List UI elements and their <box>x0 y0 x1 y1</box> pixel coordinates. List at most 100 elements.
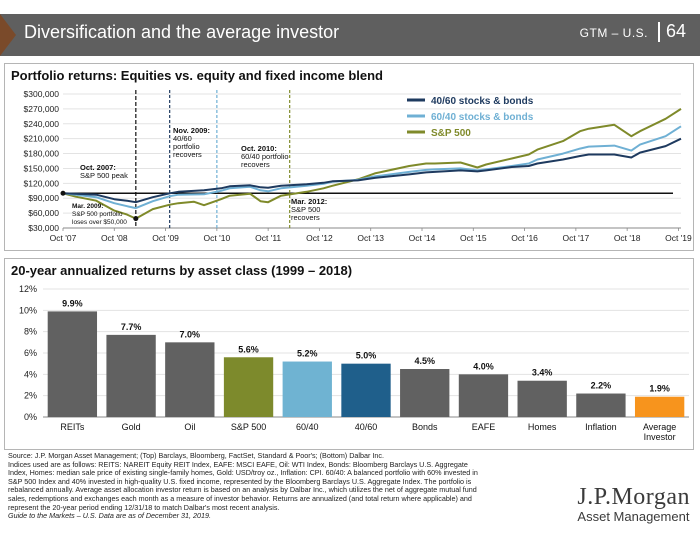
y-tick-label: $300,000 <box>24 89 60 99</box>
y-tick-label: $210,000 <box>24 134 60 144</box>
chart-annotation: Oct. 2007: <box>80 163 116 172</box>
x-tick-label: Oct '13 <box>357 233 384 243</box>
category-label: Gold <box>122 422 141 432</box>
bar-value-label: 4.5% <box>414 356 435 366</box>
chart-annotation: 60/40 portfolio <box>241 152 289 161</box>
y-tick-label: 0% <box>24 412 37 422</box>
x-tick-label: Oct '15 <box>460 233 487 243</box>
x-tick-label: Oct '09 <box>152 233 179 243</box>
bar-value-label: 9.9% <box>62 298 83 308</box>
footnote-line: represent the 20-year period ending 12/3… <box>8 502 280 512</box>
bar <box>458 374 509 417</box>
page-number: 64 <box>665 21 686 41</box>
bar-value-label: 3.4% <box>532 368 553 378</box>
y-tick-label: 2% <box>24 391 37 401</box>
bar-value-label: 1.9% <box>649 384 670 394</box>
category-label: Investor <box>644 432 676 442</box>
bar-value-label: 5.2% <box>297 349 318 359</box>
chart-annotation: recovers <box>173 150 202 159</box>
footnote-line: S&P 500 Index and 40% invested in high-q… <box>8 476 472 486</box>
guide-line: Guide to the Markets – U.S. Data are as … <box>8 511 211 521</box>
category-label: 40/60 <box>355 422 378 432</box>
bar-chart: 0% 2% 4% 6% 8% 10% 12% 9.9% REITs 7.7% Gold 7.0% Oil… <box>19 284 689 442</box>
bar <box>517 380 567 417</box>
bar <box>576 393 626 417</box>
x-tick-label: Oct '17 <box>563 233 590 243</box>
chart-annotation: portfolio <box>173 142 200 151</box>
bar-value-label: 7.7% <box>121 322 142 332</box>
chart-annotation: S&P 500 peak <box>80 171 128 180</box>
y-tick-label: 12% <box>19 284 37 294</box>
y-tick-label: $90,000 <box>28 193 59 203</box>
trough-marker <box>133 216 139 222</box>
y-tick-label: $240,000 <box>24 119 60 129</box>
footnote-line: rebalanced annually. Average asset alloc… <box>8 485 477 495</box>
x-tick-label: Oct '19 <box>665 233 692 243</box>
legend-label: 40/60 stocks & bonds <box>431 96 534 107</box>
bar-chart-panel: 20-year annualized returns by asset clas… <box>4 258 694 450</box>
line-chart-panel: Portfolio returns: Equities vs. equity a… <box>4 63 694 251</box>
chart-annotation: Oct. 2010: <box>241 144 277 153</box>
y-tick-label: $180,000 <box>24 149 60 159</box>
x-tick-label: Oct '18 <box>614 233 641 243</box>
x-tick-label: Oct '11 <box>255 233 281 243</box>
chart-annotation: Mar. 2012: <box>291 197 327 206</box>
series-line <box>62 137 682 204</box>
bar-value-label: 7.0% <box>180 329 201 339</box>
category-label: S&P 500 <box>231 422 266 432</box>
chart-annotation: 40/60 <box>173 134 192 143</box>
header: Diversification and the average investor… <box>0 0 700 56</box>
y-tick-label: $60,000 <box>28 208 59 218</box>
bar <box>165 342 215 417</box>
bar-chart-title: 20-year annualized returns by asset clas… <box>11 263 353 278</box>
y-tick-label: $150,000 <box>24 163 60 173</box>
chart-annotation: S&P 500 portfolio <box>72 211 123 218</box>
peak-marker <box>60 190 66 196</box>
category-label: Inflation <box>585 422 617 432</box>
bar <box>223 357 274 417</box>
category-label: Oil <box>184 422 195 432</box>
page-title: Diversification and the average investor <box>24 22 340 42</box>
header-accent-arrow <box>0 14 16 56</box>
chart-annotation: recovers <box>241 160 270 169</box>
header-separator <box>658 22 660 42</box>
x-tick-label: Oct '12 <box>306 233 333 243</box>
series-line <box>62 108 682 220</box>
line-chart: $30,000 $60,000 $90,000 $120,000 $150,000 $18… <box>24 89 692 243</box>
legend-label: 60/40 stocks & bonds <box>431 112 534 123</box>
x-tick-label: Oct '10 <box>204 233 231 243</box>
source-notes: Source: J.P. Morgan Asset Management; (T… <box>8 451 578 521</box>
logo-subtitle: Asset Management <box>577 509 690 524</box>
jpmorgan-logo: J.P.Morgan Asset Management <box>577 484 690 524</box>
y-tick-label: $30,000 <box>28 223 59 233</box>
chart-annotation: Nov. 2009: <box>173 126 210 135</box>
legend-label: S&P 500 <box>431 128 471 139</box>
header-bar <box>0 14 700 56</box>
y-tick-label: 8% <box>24 327 37 337</box>
y-tick-label: 10% <box>19 305 37 315</box>
chart-annotation: recovers <box>291 213 320 222</box>
category-label: Bonds <box>412 422 438 432</box>
x-tick-label: Oct '16 <box>511 233 538 243</box>
x-tick-label: Oct '07 <box>50 233 77 243</box>
line-chart-title: Portfolio returns: Equities vs. equity a… <box>11 68 383 83</box>
x-tick-label: Oct '14 <box>409 233 436 243</box>
bar <box>634 396 685 417</box>
bar-value-label: 5.6% <box>238 344 259 354</box>
category-label: Average <box>643 422 676 432</box>
bar <box>282 361 332 417</box>
bar <box>400 369 450 417</box>
category-label: Homes <box>528 422 557 432</box>
bar <box>106 334 156 417</box>
slide-id: GTM – U.S. <box>579 26 648 40</box>
bar-value-label: 2.2% <box>591 381 612 391</box>
category-label: EAFE <box>472 422 496 432</box>
y-tick-label: 4% <box>24 369 37 379</box>
bar <box>47 311 98 417</box>
logo-wordmark: J.P.Morgan <box>577 484 690 510</box>
footnote-line: Index, Homes: median sale price of exist… <box>8 468 478 478</box>
bar-value-label: 4.0% <box>473 361 494 371</box>
y-tick-label: $120,000 <box>24 178 60 188</box>
footnote-line: Indices used are as follows: REITS: NARE… <box>8 459 468 469</box>
bar <box>341 363 391 417</box>
